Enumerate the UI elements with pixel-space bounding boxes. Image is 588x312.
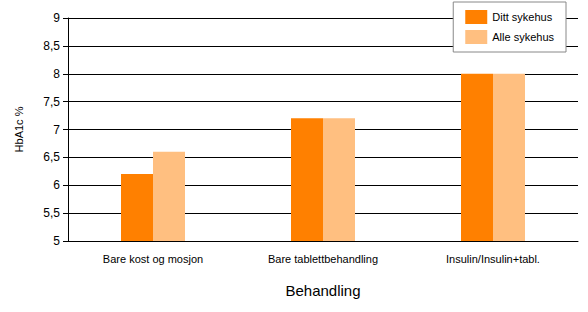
svg-text:Bare kost og mosjon: Bare kost og mosjon bbox=[103, 253, 203, 265]
svg-text:6,5: 6,5 bbox=[43, 150, 60, 164]
svg-text:Alle sykehus: Alle sykehus bbox=[492, 31, 554, 43]
svg-text:Behandling: Behandling bbox=[285, 282, 360, 299]
svg-text:8: 8 bbox=[53, 67, 60, 81]
svg-text:5: 5 bbox=[53, 234, 60, 248]
svg-text:Bare tablettbehandling: Bare tablettbehandling bbox=[268, 253, 378, 265]
svg-text:9: 9 bbox=[53, 11, 60, 25]
svg-text:Insulin/Insulin+tabl.: Insulin/Insulin+tabl. bbox=[446, 253, 540, 265]
svg-text:7: 7 bbox=[53, 123, 60, 137]
svg-text:8,5: 8,5 bbox=[43, 39, 60, 53]
svg-text:6: 6 bbox=[53, 178, 60, 192]
svg-text:5,5: 5,5 bbox=[43, 206, 60, 220]
svg-text:HbA1c %: HbA1c % bbox=[13, 106, 25, 152]
svg-text:7,5: 7,5 bbox=[43, 95, 60, 109]
svg-text:Ditt sykehus: Ditt sykehus bbox=[492, 11, 552, 23]
